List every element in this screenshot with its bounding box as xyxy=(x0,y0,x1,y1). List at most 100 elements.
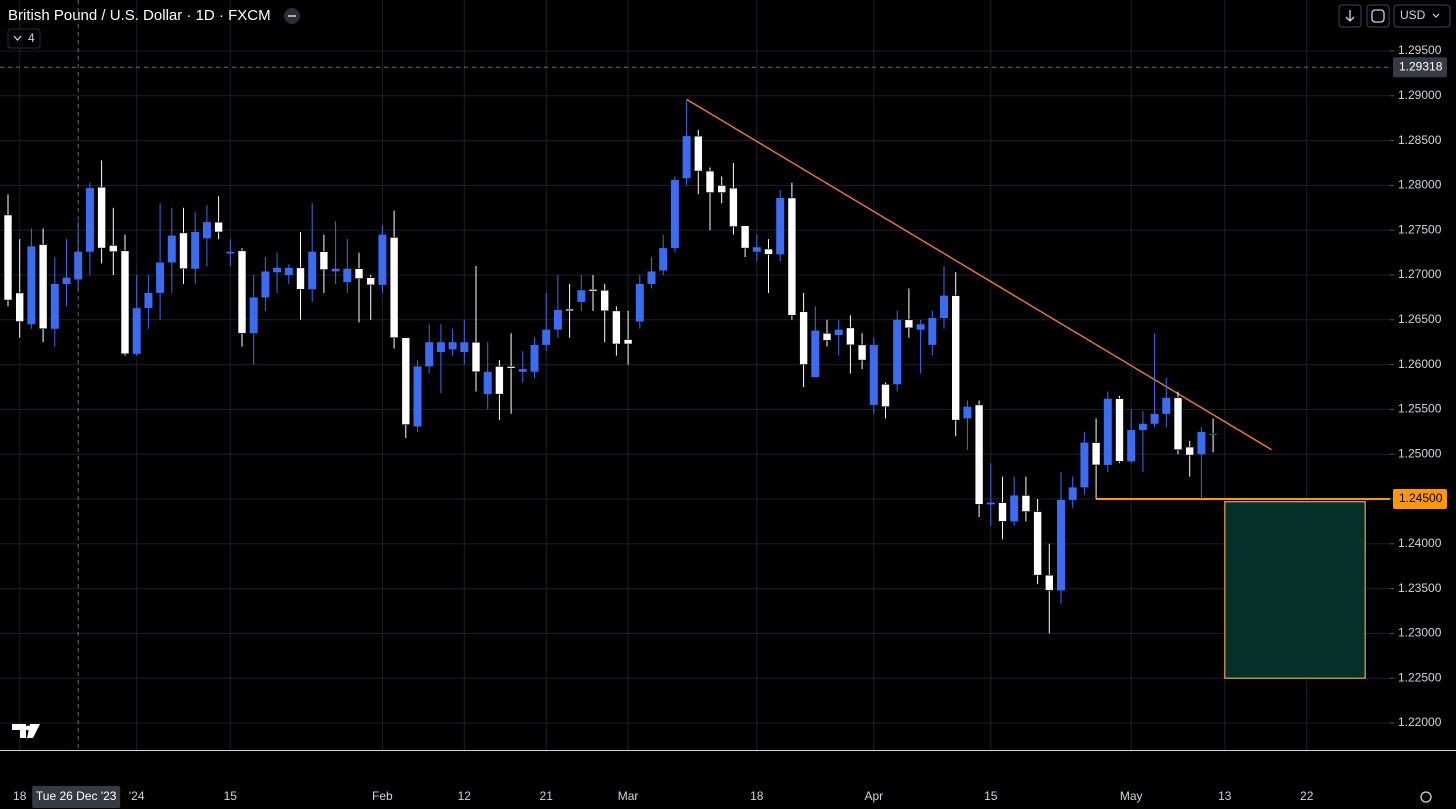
candle-body xyxy=(623,339,633,345)
candle-body xyxy=(249,297,258,334)
candle-body xyxy=(1045,574,1054,591)
y-tick-label: 1.26000 xyxy=(1398,357,1442,371)
settings-icon[interactable] xyxy=(1420,791,1432,803)
y-tick-label: 1.26500 xyxy=(1398,312,1442,326)
candle-body xyxy=(156,262,165,293)
x-tick-label: 22 xyxy=(1300,789,1314,803)
crosshair-date-label: Tue 26 Dec '23 xyxy=(36,789,117,803)
candle-body xyxy=(857,344,867,361)
currency-label: USD xyxy=(1400,8,1426,22)
y-tick-label: 1.25000 xyxy=(1398,446,1442,460)
candle-body xyxy=(834,329,843,336)
candle-body xyxy=(705,170,715,193)
candle-body xyxy=(120,250,130,355)
x-tick-label: 21 xyxy=(540,789,554,803)
crosshair-date-box xyxy=(32,786,121,808)
crosshair-price-label: 1.29318 xyxy=(1399,59,1443,73)
x-tick-label: 18 xyxy=(750,789,764,803)
candle-body xyxy=(1021,495,1031,512)
candle-body xyxy=(1185,446,1194,456)
candle-body xyxy=(1103,398,1112,465)
x-tick-label: Mar xyxy=(618,789,639,803)
candle-body xyxy=(167,235,176,263)
candle-body xyxy=(553,309,562,330)
candle-body xyxy=(460,342,469,353)
candle-body xyxy=(483,371,492,395)
logo xyxy=(12,724,40,738)
y-tick-label: 1.23500 xyxy=(1398,581,1442,595)
candle-body xyxy=(764,248,773,255)
y-tick-label: 1.29500 xyxy=(1398,43,1442,57)
candle-body xyxy=(682,136,691,179)
candle-body xyxy=(530,344,539,372)
candle-body xyxy=(226,251,235,254)
candle-body xyxy=(577,290,586,302)
fullscreen-button[interactable] xyxy=(1366,4,1390,28)
x-tick-label: 15 xyxy=(224,789,238,803)
candle-body xyxy=(273,267,282,273)
candle-body xyxy=(284,267,293,275)
trendline xyxy=(686,98,1272,451)
candle-body xyxy=(1197,431,1206,455)
candle-body xyxy=(319,251,329,270)
candle-body xyxy=(1033,511,1042,576)
y-tick-label: 1.22500 xyxy=(1398,670,1442,684)
candle-body xyxy=(62,277,71,284)
candle-body xyxy=(916,324,925,330)
candle-body xyxy=(776,197,785,255)
candle-body xyxy=(85,188,94,252)
candle-body xyxy=(752,247,761,252)
candle-body xyxy=(974,404,984,505)
y-tick-label: 1.27000 xyxy=(1398,267,1442,281)
currency-button[interactable] xyxy=(1393,4,1451,28)
candle-body xyxy=(308,251,317,290)
candle-body xyxy=(413,366,422,427)
candle-body xyxy=(811,330,820,378)
y-tick-label: 1.25500 xyxy=(1398,402,1442,416)
candle-body xyxy=(471,341,481,373)
x-tick-label: '24 xyxy=(129,789,145,803)
candle-body xyxy=(928,318,937,345)
candle-body xyxy=(506,366,516,369)
y-tick-label: 1.29000 xyxy=(1398,88,1442,102)
y-tick-label: 1.23000 xyxy=(1398,626,1442,640)
download-icon xyxy=(1345,10,1355,22)
candle-body xyxy=(1080,442,1089,488)
candle-body xyxy=(109,245,118,253)
candle-body xyxy=(436,342,445,353)
candle-body xyxy=(214,221,223,233)
candle-body xyxy=(904,319,914,329)
candle-body xyxy=(612,310,621,345)
y-tick-label: 1.22000 xyxy=(1398,715,1442,729)
candle-body xyxy=(565,308,574,312)
candle-body xyxy=(1010,495,1019,522)
candle-body xyxy=(998,502,1007,522)
candle-body xyxy=(261,271,270,298)
candle-body xyxy=(659,248,668,271)
fullscreen-icon xyxy=(1371,9,1385,23)
candle-body xyxy=(97,186,106,249)
crosshair-price-box xyxy=(1393,57,1447,78)
candle-body xyxy=(588,289,598,292)
candle-body xyxy=(237,250,247,334)
x-tick-label: May xyxy=(1120,789,1143,803)
candle-body xyxy=(940,295,948,319)
candle-body xyxy=(15,292,24,322)
candle-body xyxy=(343,268,352,283)
candle-body xyxy=(1115,398,1124,462)
candle-body xyxy=(354,268,364,279)
candle-body xyxy=(963,406,972,419)
candle-body xyxy=(1057,499,1065,591)
candle-body xyxy=(542,329,551,345)
candle-body xyxy=(202,222,211,239)
candle-body xyxy=(331,268,340,272)
candle-body xyxy=(729,187,738,227)
indicator-toggle[interactable] xyxy=(7,28,41,49)
candle-body xyxy=(822,332,832,341)
x-tick-label: 18 xyxy=(13,789,27,803)
candle-body xyxy=(296,267,305,290)
